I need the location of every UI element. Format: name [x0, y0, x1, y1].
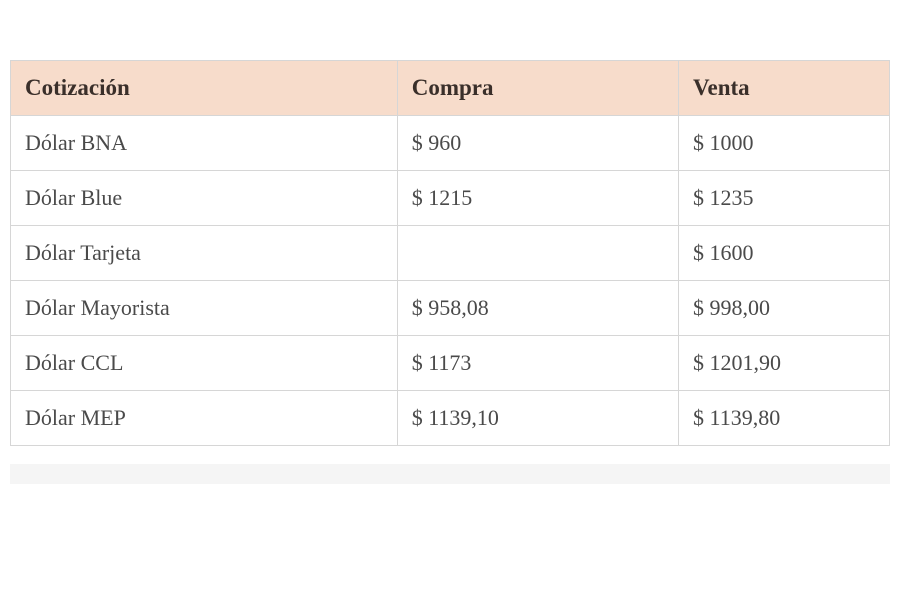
cell-venta: $ 1000 — [679, 116, 890, 171]
cell-venta: $ 1235 — [679, 171, 890, 226]
table-header: Cotización Compra Venta — [11, 61, 890, 116]
cell-venta: $ 998,00 — [679, 281, 890, 336]
table-body: Dólar BNA $ 960 $ 1000 Dólar Blue $ 1215… — [11, 116, 890, 446]
footer-bar — [10, 464, 890, 484]
table-row: Dólar Blue $ 1215 $ 1235 — [11, 171, 890, 226]
header-compra: Compra — [397, 61, 678, 116]
cell-compra: $ 960 — [397, 116, 678, 171]
cell-venta: $ 1139,80 — [679, 391, 890, 446]
cell-compra — [397, 226, 678, 281]
cell-cotizacion: Dólar Tarjeta — [11, 226, 398, 281]
table-row: Dólar Mayorista $ 958,08 $ 998,00 — [11, 281, 890, 336]
table-row: Dólar Tarjeta $ 1600 — [11, 226, 890, 281]
cell-cotizacion: Dólar CCL — [11, 336, 398, 391]
cell-cotizacion: Dólar BNA — [11, 116, 398, 171]
table-row: Dólar MEP $ 1139,10 $ 1139,80 — [11, 391, 890, 446]
cell-compra: $ 1139,10 — [397, 391, 678, 446]
cell-compra: $ 1173 — [397, 336, 678, 391]
header-venta: Venta — [679, 61, 890, 116]
cell-venta: $ 1201,90 — [679, 336, 890, 391]
cell-compra: $ 958,08 — [397, 281, 678, 336]
cell-venta: $ 1600 — [679, 226, 890, 281]
cell-compra: $ 1215 — [397, 171, 678, 226]
table-row: Dólar BNA $ 960 $ 1000 — [11, 116, 890, 171]
cell-cotizacion: Dólar Mayorista — [11, 281, 398, 336]
header-cotizacion: Cotización — [11, 61, 398, 116]
table-row: Dólar CCL $ 1173 $ 1201,90 — [11, 336, 890, 391]
cell-cotizacion: Dólar Blue — [11, 171, 398, 226]
quotes-table: Cotización Compra Venta Dólar BNA $ 960 … — [10, 60, 890, 446]
cell-cotizacion: Dólar MEP — [11, 391, 398, 446]
